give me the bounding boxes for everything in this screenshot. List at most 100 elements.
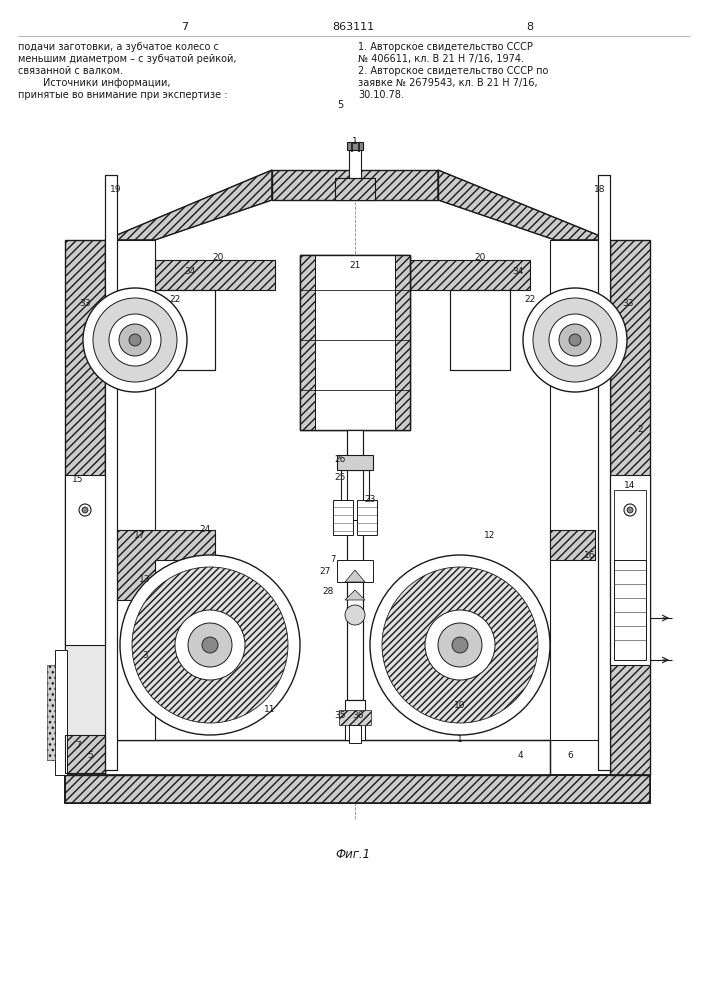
Text: 22: 22 — [525, 296, 536, 304]
Text: 8: 8 — [527, 22, 534, 32]
Text: подачи заготовки, а зубчатое колесо с: подачи заготовки, а зубчатое колесо с — [18, 42, 219, 52]
Bar — [610, 475, 650, 665]
Text: 863111: 863111 — [332, 22, 374, 32]
Polygon shape — [272, 170, 438, 200]
Bar — [155, 260, 275, 290]
Polygon shape — [345, 570, 365, 582]
Bar — [300, 255, 410, 430]
Text: 24: 24 — [199, 526, 211, 534]
Bar — [410, 260, 530, 290]
Circle shape — [438, 623, 482, 667]
Circle shape — [119, 324, 151, 356]
Text: 23: 23 — [364, 495, 375, 504]
Bar — [335, 178, 375, 200]
Bar — [105, 175, 117, 770]
Text: 5: 5 — [337, 100, 343, 110]
Bar — [349, 725, 361, 743]
Bar — [333, 500, 353, 535]
Bar — [347, 142, 363, 150]
Bar — [450, 290, 510, 370]
Polygon shape — [598, 175, 610, 770]
Bar — [272, 170, 438, 200]
Text: 33: 33 — [79, 298, 90, 308]
Bar — [410, 260, 530, 290]
Bar — [105, 175, 117, 770]
Polygon shape — [300, 255, 315, 430]
Text: 1. Авторское свидетельство СССР: 1. Авторское свидетельство СССР — [358, 42, 533, 52]
Bar — [65, 775, 650, 803]
Bar — [347, 430, 363, 700]
Circle shape — [370, 555, 550, 735]
Circle shape — [175, 610, 245, 680]
Polygon shape — [65, 240, 105, 775]
Text: 5: 5 — [87, 750, 93, 760]
Bar — [105, 740, 550, 775]
Bar — [65, 475, 105, 645]
Text: меньшим диаметром – с зубчатой рейкой,: меньшим диаметром – с зубчатой рейкой, — [18, 54, 237, 64]
Text: 7: 7 — [75, 740, 81, 750]
Circle shape — [523, 288, 627, 392]
Text: 4: 4 — [518, 750, 522, 760]
Polygon shape — [550, 530, 595, 560]
Bar — [598, 175, 610, 770]
Polygon shape — [105, 170, 272, 240]
Text: Источники информации,: Источники информации, — [18, 78, 170, 88]
Text: 3: 3 — [142, 650, 148, 660]
Bar — [345, 700, 365, 740]
Bar — [349, 150, 361, 178]
Circle shape — [120, 555, 300, 735]
Text: 2: 2 — [637, 426, 643, 434]
Text: 35: 35 — [334, 710, 346, 720]
Polygon shape — [65, 775, 650, 803]
Text: связанной с валком.: связанной с валком. — [18, 66, 123, 76]
Bar — [598, 175, 610, 770]
Text: заявке № 2679543, кл. В 21 Н 7/16,: заявке № 2679543, кл. В 21 Н 7/16, — [358, 78, 537, 88]
Bar — [155, 290, 215, 370]
Circle shape — [624, 504, 636, 516]
Text: 19: 19 — [110, 186, 122, 194]
Text: 34: 34 — [185, 267, 196, 276]
Bar — [450, 290, 510, 370]
Bar — [339, 710, 371, 725]
Circle shape — [188, 623, 232, 667]
Text: 2. Авторское свидетельство СССР по: 2. Авторское свидетельство СССР по — [358, 66, 549, 76]
Text: 6: 6 — [567, 750, 573, 760]
Circle shape — [79, 504, 91, 516]
Text: 26: 26 — [334, 456, 346, 464]
Bar — [47, 665, 55, 760]
Text: 7: 7 — [330, 556, 336, 564]
Bar — [337, 455, 373, 470]
Circle shape — [93, 298, 177, 382]
Polygon shape — [395, 255, 410, 430]
Circle shape — [382, 567, 538, 723]
Bar — [105, 740, 550, 775]
Text: 15: 15 — [72, 476, 83, 485]
Circle shape — [452, 637, 468, 653]
Bar — [155, 290, 215, 370]
Text: 22: 22 — [170, 296, 180, 304]
Text: 27: 27 — [320, 568, 331, 576]
Text: № 406611, кл. В 21 Н 7/16, 1974.: № 406611, кл. В 21 Н 7/16, 1974. — [358, 54, 524, 64]
Text: 25: 25 — [334, 474, 346, 483]
Circle shape — [129, 334, 141, 346]
Bar — [315, 255, 395, 430]
Bar — [155, 260, 275, 290]
Bar — [347, 430, 363, 700]
Bar — [550, 240, 610, 740]
Bar — [614, 490, 646, 650]
Text: 17: 17 — [134, 530, 146, 540]
Bar — [337, 560, 373, 582]
Circle shape — [83, 288, 187, 392]
Text: 16: 16 — [584, 550, 596, 560]
Text: 11: 11 — [264, 706, 276, 714]
Circle shape — [202, 637, 218, 653]
Text: 14: 14 — [624, 481, 636, 489]
Bar — [300, 255, 410, 430]
Circle shape — [533, 298, 617, 382]
Text: 13: 13 — [139, 576, 151, 584]
Circle shape — [82, 507, 88, 513]
Text: 28: 28 — [322, 587, 334, 596]
Bar — [65, 240, 105, 775]
Text: 12: 12 — [484, 530, 496, 540]
Circle shape — [345, 605, 365, 625]
